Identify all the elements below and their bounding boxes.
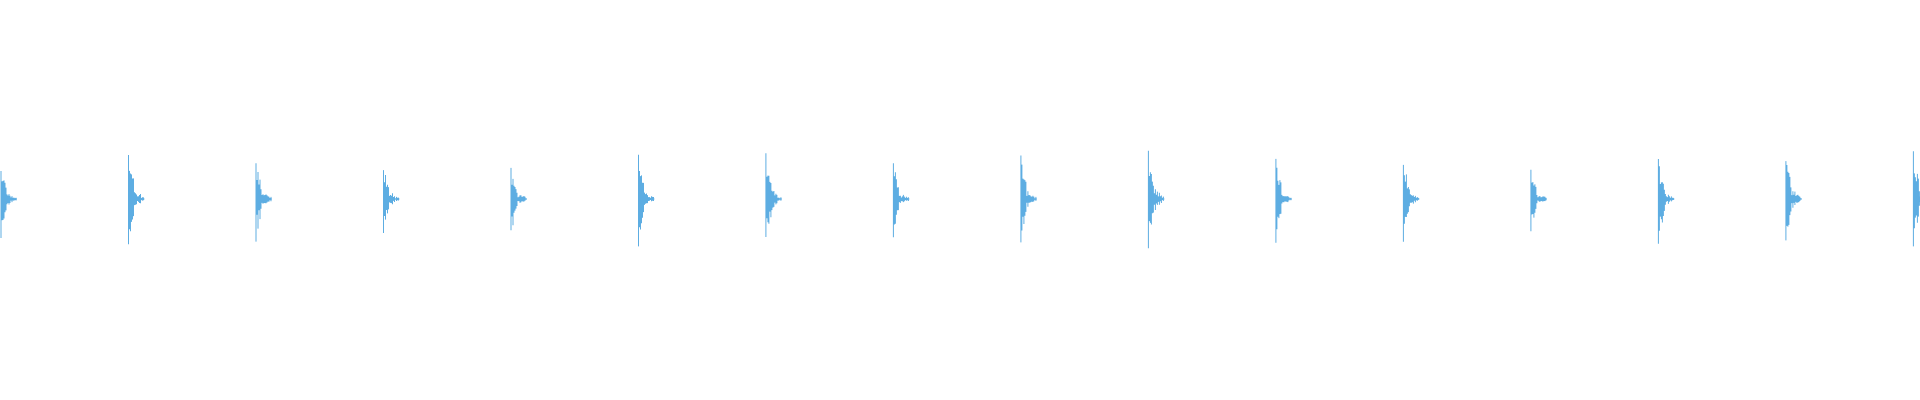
waveform-burst-path xyxy=(128,155,145,245)
waveform-burst xyxy=(0,171,17,238)
waveform-burst-path xyxy=(1657,159,1675,244)
waveform-burst-path xyxy=(510,167,527,231)
waveform-burst xyxy=(510,167,527,231)
waveform-burst-path xyxy=(638,154,655,247)
waveform-burst xyxy=(1402,164,1420,242)
waveform-burst xyxy=(638,154,655,247)
waveform-burst-path xyxy=(1912,151,1920,247)
waveform-burst xyxy=(1530,169,1547,232)
waveform-burst-path xyxy=(892,163,910,238)
waveform-burst xyxy=(765,153,782,237)
waveform-burst-path xyxy=(255,163,272,242)
waveform-burst-path xyxy=(765,153,782,237)
waveform-burst xyxy=(383,170,400,233)
waveform-burst-path xyxy=(1785,161,1802,241)
waveform-burst-path xyxy=(0,171,17,238)
waveform-burst xyxy=(1275,158,1292,243)
waveform-burst xyxy=(1912,151,1920,247)
waveform-burst-path xyxy=(1147,150,1165,249)
waveform-burst xyxy=(1657,159,1675,244)
waveform-burst xyxy=(128,155,145,245)
waveform-burst xyxy=(1020,155,1037,243)
waveform-burst xyxy=(892,163,910,238)
waveform-burst-path xyxy=(383,170,400,233)
waveform-burst xyxy=(1147,150,1165,249)
waveform-burst-path xyxy=(1402,164,1420,242)
waveform-burst xyxy=(1785,161,1802,241)
waveform-burst-path xyxy=(1020,155,1037,243)
waveform-burst-path xyxy=(1275,158,1292,243)
waveform-burst-path xyxy=(1530,169,1547,232)
waveform-burst xyxy=(255,163,272,242)
